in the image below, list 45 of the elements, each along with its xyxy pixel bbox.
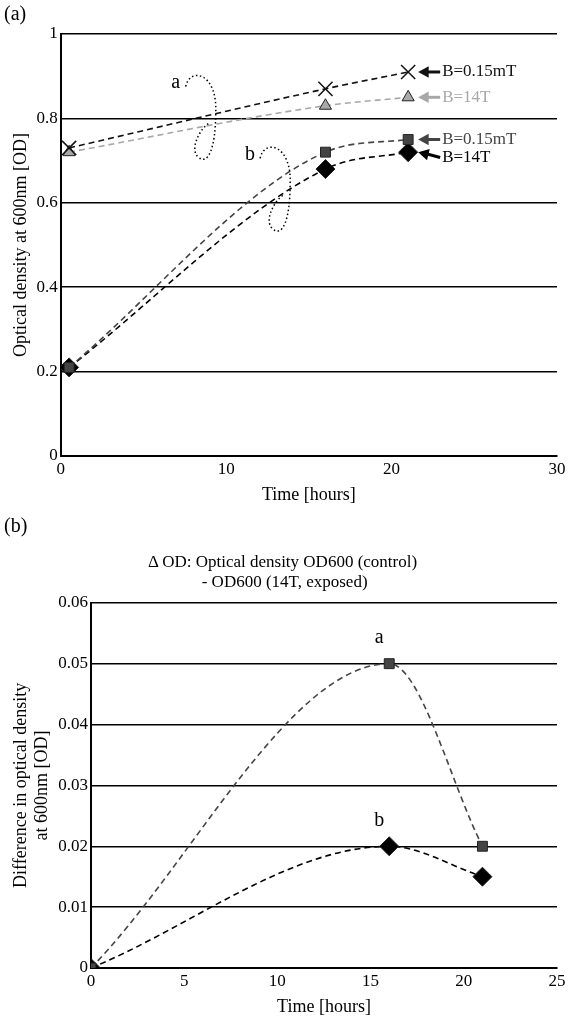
- y-tick-label: 0.05: [58, 653, 88, 673]
- point: [400, 64, 416, 80]
- y-tick-label: 0.8: [36, 107, 58, 127]
- x-tick-label: 20: [383, 458, 401, 478]
- legend-label: B=0.15mT: [442, 61, 518, 81]
- x-axis-title: Time [hours]: [262, 483, 356, 504]
- x-tick-label: 30: [548, 458, 566, 478]
- y-tick-label: 0.02: [58, 835, 88, 855]
- y-tick-label: 1: [49, 23, 58, 43]
- x-tick-label: 10: [268, 970, 286, 990]
- y-tick-label: 0.06: [58, 592, 88, 612]
- annotation: a: [374, 624, 384, 647]
- y-tick-label: 0.4: [36, 276, 59, 296]
- point: [317, 81, 334, 97]
- y-tick-label: 0: [79, 957, 88, 977]
- y-tick-label: 0.2: [36, 361, 58, 381]
- x-tick-label: 15: [362, 970, 380, 990]
- point: [315, 159, 336, 180]
- y-axis-title: Optical density at 600nm [OD]: [9, 133, 30, 357]
- annotation: a: [171, 69, 181, 92]
- point: [401, 89, 415, 102]
- annotation: b: [374, 807, 385, 830]
- annotation: b: [245, 141, 256, 164]
- y-tick-label: 0.6: [36, 192, 58, 212]
- legend-label: B=14T: [442, 86, 492, 106]
- point: [320, 146, 331, 158]
- x-tick-label: 25: [548, 970, 566, 990]
- x-tick-label: 5: [179, 970, 189, 990]
- x-tick-label: 20: [455, 970, 473, 990]
- y-axis-title: Difference in optical density at 600nm [OD]: [9, 682, 52, 888]
- y-tick-label: 0.03: [58, 774, 88, 794]
- text: (b): [4, 514, 28, 537]
- y-tick-label: 0: [49, 445, 58, 465]
- x-axis-title: Time [hours]: [277, 995, 371, 1016]
- point: [402, 134, 414, 145]
- legend-label: B=0.15mT: [442, 128, 518, 148]
- legend-label: B=14T: [442, 146, 492, 166]
- point: [398, 142, 419, 163]
- point: [61, 140, 77, 156]
- x-tick-label: 10: [217, 458, 235, 478]
- y-tick-label: 0.01: [58, 896, 88, 916]
- point: [318, 98, 333, 110]
- text: (a): [4, 2, 27, 25]
- chart-title: Δ OD: Optical density OD600 (control) - OD600 (14T, exposed): [147, 551, 418, 592]
- y-tick-label: 0.04: [58, 714, 89, 733]
